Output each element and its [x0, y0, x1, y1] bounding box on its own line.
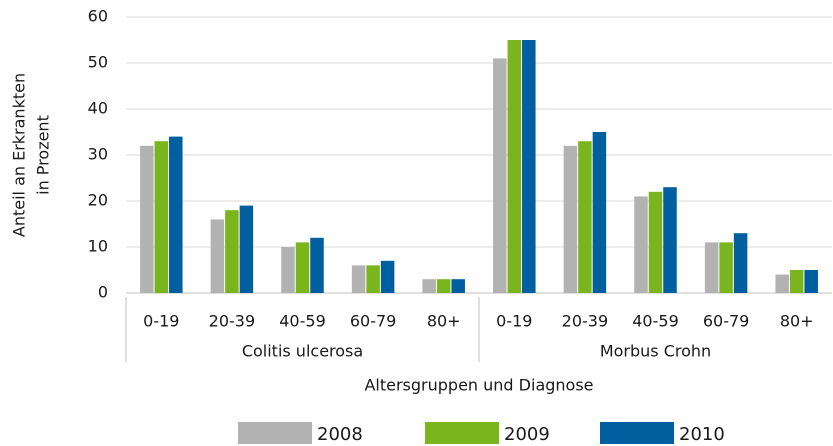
- bar: [366, 265, 380, 293]
- y-tick-label: 50: [88, 53, 108, 72]
- bar: [704, 242, 719, 293]
- x-tick-label: 80+: [427, 312, 461, 331]
- bar: [140, 145, 154, 293]
- legend-swatch: [600, 422, 674, 444]
- bar: [154, 141, 169, 293]
- bar: [789, 270, 804, 293]
- bar: [493, 58, 507, 294]
- bar: [210, 219, 225, 293]
- bar: [310, 237, 324, 293]
- y-tick-label: 60: [88, 7, 108, 26]
- x-axis-title: Altersgruppen und Diagnose: [364, 376, 593, 395]
- x-tick-label: 80+: [780, 312, 814, 331]
- bar: [239, 205, 254, 293]
- x-tick-label: 0-19: [143, 312, 179, 331]
- bar: [507, 40, 522, 293]
- bar: [592, 132, 607, 293]
- y-tick-label: 40: [88, 99, 108, 118]
- y-tick-label: 30: [88, 145, 108, 164]
- x-tick-label: 40-59: [279, 312, 326, 331]
- bar: [522, 40, 536, 293]
- bar: [775, 274, 789, 293]
- legend-label: 2010: [679, 424, 725, 445]
- group-label: Colitis ulcerosa: [242, 342, 363, 361]
- y-axis-title: Anteil an Erkrankten: [10, 73, 29, 237]
- bar: [295, 242, 310, 293]
- bar: [169, 136, 183, 293]
- bar: [578, 141, 592, 293]
- bar: [663, 187, 677, 293]
- group-label: Morbus Crohn: [600, 342, 711, 361]
- y-tick-label: 20: [88, 191, 108, 210]
- bar: [634, 196, 648, 293]
- bar: [422, 279, 436, 293]
- x-tick-label: 20-39: [209, 312, 256, 331]
- bar: [351, 265, 366, 293]
- bar: [804, 270, 818, 293]
- y-tick-label: 0: [98, 283, 108, 302]
- x-tick-label: 20-39: [562, 312, 609, 331]
- bar: [225, 210, 239, 293]
- bar: [648, 191, 663, 293]
- bar: [563, 145, 578, 293]
- bar: [719, 242, 733, 293]
- legend-label: 2009: [504, 424, 550, 445]
- legend-swatch: [425, 422, 499, 444]
- bar: [281, 247, 295, 293]
- bar: [451, 279, 465, 293]
- x-tick-label: 0-19: [496, 312, 532, 331]
- legend-label: 2008: [317, 424, 363, 445]
- legend-swatch: [238, 422, 312, 444]
- bar: [380, 260, 395, 293]
- bar: [733, 233, 748, 293]
- y-tick-label: 10: [88, 237, 108, 256]
- bar: [436, 279, 451, 293]
- x-tick-label: 60-79: [703, 312, 750, 331]
- x-tick-label: 40-59: [632, 312, 679, 331]
- y-axis-title: in Prozent: [34, 115, 53, 195]
- x-tick-label: 60-79: [350, 312, 397, 331]
